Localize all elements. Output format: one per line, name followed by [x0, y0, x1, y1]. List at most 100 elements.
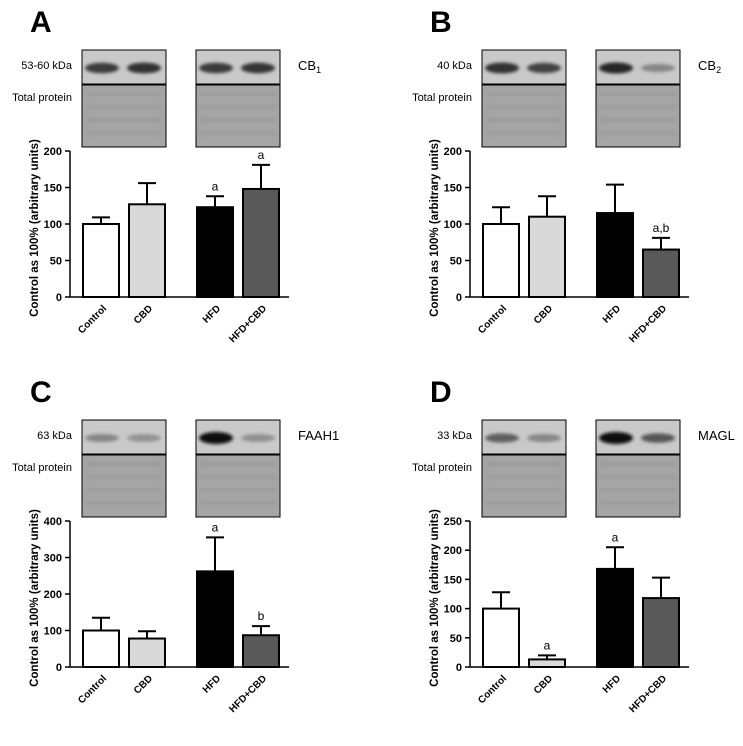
y-tick-label: 0	[456, 292, 462, 304]
bar-control	[482, 607, 520, 668]
protein-stain-band	[600, 501, 676, 505]
category-label: HFD	[601, 303, 623, 325]
target-name: CB2	[698, 58, 721, 75]
y-tick-label: 100	[44, 626, 62, 638]
category-label: HFD	[201, 303, 223, 325]
y-tick-label: 200	[444, 545, 462, 557]
target-subscript: 1	[316, 65, 321, 75]
protein-stain-band	[486, 105, 562, 109]
blot-band	[85, 62, 119, 74]
protein-stain-band	[486, 92, 562, 96]
protein-stain-band	[86, 475, 162, 479]
blot-band	[527, 62, 561, 74]
protein-stain-band	[86, 131, 162, 135]
blot-band	[485, 433, 519, 443]
y-tick-label: 250	[444, 516, 462, 528]
protein-stain-band	[600, 92, 676, 96]
category-label: HFD+CBD	[227, 303, 269, 345]
protein-stain-band	[600, 118, 676, 122]
y-tick-label: 100	[44, 219, 62, 231]
y-tick-label: 150	[44, 183, 62, 195]
y-axis-label: Control as 100% (arbitrary units)	[29, 509, 41, 687]
y-tick-label: 0	[456, 662, 462, 674]
protein-stain-band	[600, 462, 676, 466]
target-name: MAGL	[698, 428, 735, 443]
category-label: CBD	[532, 673, 555, 696]
blot-band	[599, 62, 633, 74]
protein-stain-band	[86, 488, 162, 492]
protein-stain-band	[86, 118, 162, 122]
y-tick-label: 50	[450, 256, 462, 268]
bar-hfd-cbd	[242, 187, 280, 299]
panel-letter: D	[430, 376, 452, 409]
protein-stain-band	[200, 131, 276, 135]
bar-hfd	[196, 570, 234, 668]
y-tick-label: 200	[44, 146, 62, 158]
bar-hfd-cbd	[642, 248, 680, 299]
bar-control	[482, 223, 520, 298]
bar-hfd-cbd	[642, 597, 680, 669]
significance-label: a,b	[653, 221, 670, 235]
blot-band	[641, 63, 675, 73]
y-tick-label: 200	[44, 589, 62, 601]
protein-stain-band	[200, 501, 276, 505]
total-protein-label: Total protein	[412, 462, 472, 474]
bar-cbd	[128, 203, 166, 298]
y-tick-label: 300	[44, 553, 62, 565]
bar-hfd-cbd	[242, 634, 280, 668]
blot-band	[241, 434, 275, 442]
blot-band	[485, 62, 519, 74]
y-axis-label: Control as 100% (arbitrary units)	[429, 509, 441, 687]
blot-band	[527, 433, 561, 443]
protein-stain-band	[200, 475, 276, 479]
panel-letter: B	[430, 6, 452, 39]
category-label: HFD	[601, 673, 623, 695]
target-name: FAAH1	[298, 428, 339, 443]
significance-label: a	[544, 638, 551, 652]
protein-stain-band	[200, 462, 276, 466]
significance-label: a	[258, 148, 265, 162]
y-tick-label: 50	[450, 633, 462, 645]
bar-cbd	[528, 658, 566, 669]
y-axis-label: Control as 100% (arbitrary units)	[29, 139, 41, 317]
kda-label: 53-60 kDa	[21, 60, 73, 72]
y-tick-label: 100	[444, 604, 462, 616]
significance-label: b	[258, 609, 265, 623]
bar-cbd	[528, 215, 566, 298]
total-protein-label: Total protein	[12, 462, 72, 474]
target-subscript: 2	[716, 65, 721, 75]
category-label: HFD+CBD	[627, 303, 669, 345]
kda-label: 63 kDa	[37, 430, 73, 442]
y-tick-label: 150	[444, 574, 462, 586]
blot-band	[127, 62, 161, 74]
y-tick-label: 150	[444, 183, 462, 195]
bar-hfd	[596, 567, 634, 668]
y-tick-label: 400	[44, 516, 62, 528]
category-label: HFD+CBD	[227, 673, 269, 715]
protein-stain-band	[486, 488, 562, 492]
category-label: HFD	[201, 673, 223, 695]
kda-label: 40 kDa	[437, 60, 473, 72]
protein-stain-band	[200, 488, 276, 492]
protein-stain-band	[86, 462, 162, 466]
category-label: Control	[476, 673, 509, 706]
blot-band	[127, 434, 161, 442]
protein-stain-band	[86, 92, 162, 96]
category-label: Control	[476, 303, 509, 336]
protein-stain-band	[486, 131, 562, 135]
protein-stain-band	[600, 131, 676, 135]
kda-label: 33 kDa	[437, 430, 473, 442]
total-protein-label: Total protein	[12, 92, 72, 104]
category-label: Control	[76, 303, 109, 336]
significance-label: a	[212, 520, 219, 534]
blot-band	[199, 62, 233, 74]
y-tick-label: 0	[56, 662, 62, 674]
category-label: CBD	[132, 303, 155, 326]
blot-band	[199, 432, 233, 444]
significance-label: a	[212, 179, 219, 193]
y-tick-label: 50	[50, 256, 62, 268]
bar-hfd	[596, 212, 634, 298]
protein-stain-band	[86, 105, 162, 109]
